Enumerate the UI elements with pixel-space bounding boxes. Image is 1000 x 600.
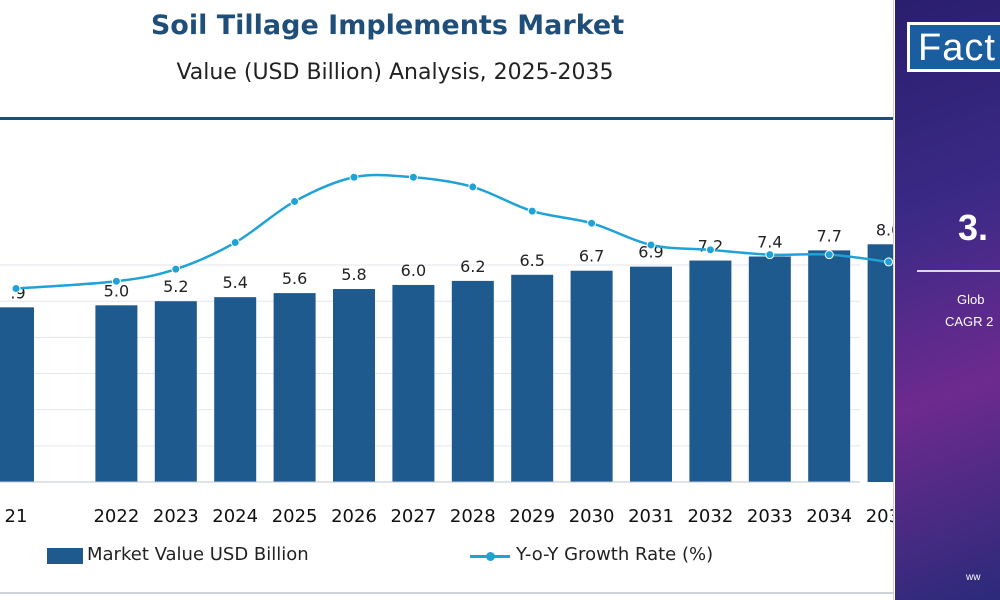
bar-data-label: 5.4 [222, 273, 247, 292]
x-tick-label: 2029 [509, 506, 555, 527]
x-tick-label: 2035 [866, 506, 893, 527]
growth-rate-point [527, 206, 537, 216]
bar-data-label: 5.8 [341, 265, 366, 284]
cagr-value: 3. [958, 207, 989, 248]
growth-rate-point [884, 257, 893, 267]
bar [0, 307, 34, 482]
bar [214, 297, 257, 482]
growth-rate-point [171, 264, 181, 274]
legend-bar-label: Market Value USD Billion [87, 544, 309, 565]
x-tick-label: 21 [5, 506, 28, 527]
bar-data-label: 6.5 [519, 251, 544, 270]
bar [154, 301, 197, 482]
growth-rate-point [824, 250, 834, 260]
bar [451, 280, 494, 482]
bar [511, 274, 554, 482]
legend-line-marker [486, 552, 495, 561]
chart-subtitle: Value (USD Billion) Analysis, 2025-2035 [176, 60, 614, 85]
bar [333, 289, 375, 482]
bar-data-label: 7.4 [757, 232, 782, 251]
growth-rate-point [646, 240, 656, 250]
bar-data-label: 7.7 [816, 226, 841, 245]
x-tick-label: 2033 [747, 506, 793, 527]
x-tick-label: 2022 [93, 506, 139, 527]
growth-rate-point [587, 218, 597, 228]
x-tick-label: 2034 [806, 506, 852, 527]
x-tick-label: 2032 [687, 506, 733, 527]
sidebar-rule [917, 270, 1000, 272]
chart-plot: .95.05.25.45.65.86.06.26.56.76.97.27.47.… [0, 172, 893, 527]
x-tick-label: 2028 [450, 506, 496, 527]
bar-data-label: 6.7 [579, 247, 604, 266]
growth-rate-point [111, 276, 121, 286]
x-tick-label: 2023 [153, 506, 199, 527]
growth-rate-point [11, 284, 21, 294]
growth-rate-point [408, 172, 418, 182]
bar [748, 256, 791, 482]
bottom-rule [0, 592, 893, 594]
bar [273, 293, 316, 482]
growth-rate-point [705, 245, 715, 255]
growth-rate-point [230, 238, 240, 248]
brand-logo: Fact [907, 22, 1000, 72]
bar [392, 284, 435, 482]
bar-data-label: 5.2 [163, 277, 188, 296]
chart-panel: Soil Tillage Implements Market Value (US… [0, 0, 894, 600]
bar [808, 250, 851, 482]
legend-line-label: Y-o-Y Growth Rate (%) [516, 544, 714, 565]
growth-rate-point [290, 196, 300, 206]
x-tick-label: 2024 [212, 506, 258, 527]
x-tick-label: 2030 [569, 506, 615, 527]
brand-logo-text: Fact [918, 27, 996, 69]
x-tick-label: 2025 [272, 506, 318, 527]
title-divider [0, 117, 893, 120]
growth-rate-point [468, 182, 478, 192]
brand-sidebar: Fact [895, 0, 1000, 600]
bar [867, 244, 893, 482]
sidebar-label-cagr: CAGR 2 [945, 314, 994, 329]
growth-rate-point [349, 172, 359, 182]
growth-rate-point [765, 250, 775, 260]
bar-data-label: 5.6 [282, 269, 307, 288]
bar-data-label: 5.0 [104, 281, 129, 300]
bar [630, 266, 672, 482]
x-tick-label: 2026 [331, 506, 377, 527]
legend-bar-swatch [47, 548, 83, 564]
sidebar-footer-text: ww [966, 572, 981, 583]
bar [95, 305, 138, 482]
chart-title: Soil Tillage Implements Market [150, 10, 625, 41]
bar [570, 270, 613, 482]
x-tick-label: 2027 [390, 506, 436, 527]
chart-legend: Market Value USD Billion Y-o-Y Growth Ra… [0, 540, 893, 572]
x-tick-label: 2031 [628, 506, 674, 527]
bar-data-label: 8.0 [876, 220, 893, 239]
bar [689, 260, 732, 482]
sidebar-label-global: Glob [957, 292, 985, 307]
bar-data-label: 6.2 [460, 257, 485, 276]
bar-data-label: 6.0 [401, 261, 426, 280]
